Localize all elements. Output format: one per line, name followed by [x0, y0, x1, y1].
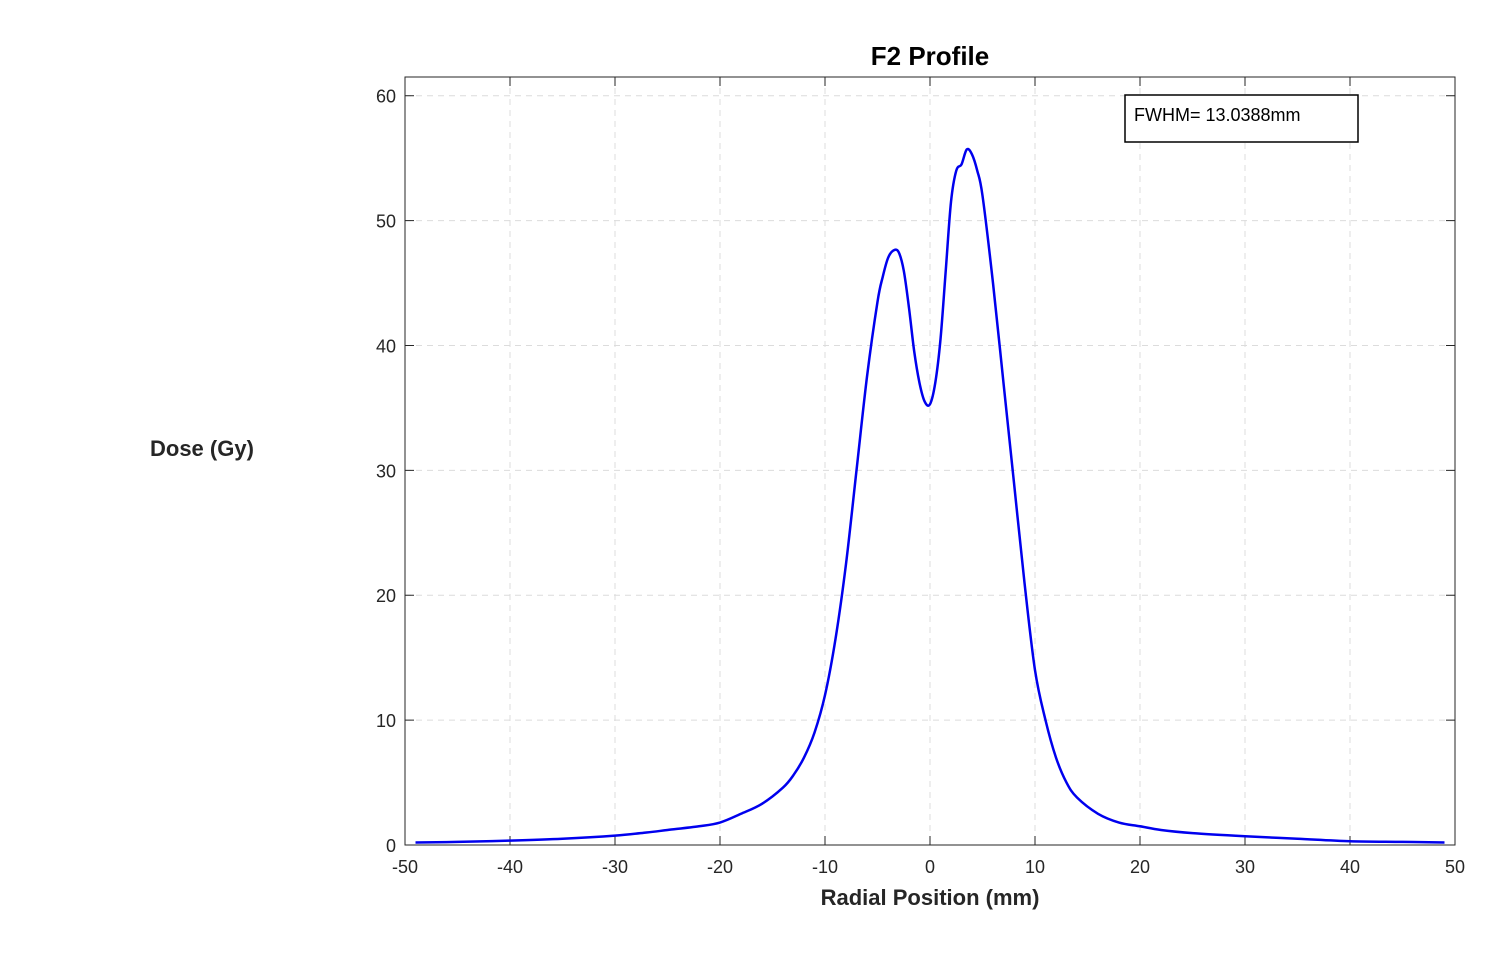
y-axis-label: Dose (Gy): [150, 436, 254, 461]
fwhm-annotation: FWHM= 13.0388mm: [1124, 94, 1359, 143]
axis-ticks: [404, 77, 1456, 846]
x-axis-label: Radial Position (mm): [821, 885, 1040, 910]
x-tick-label: -20: [707, 857, 733, 877]
x-tick-label: -50: [392, 857, 418, 877]
y-tick-label: 20: [376, 586, 396, 606]
series-line: [415, 147, 1445, 844]
y-axis-tick-labels: 0 10 20 30 40 50 60: [376, 87, 396, 856]
x-tick-label: 0: [925, 857, 935, 877]
x-tick-label: 30: [1235, 857, 1255, 877]
y-tick-label: 30: [376, 461, 396, 481]
y-tick-label: 10: [376, 711, 396, 731]
chart-title: F2 Profile: [871, 41, 989, 71]
y-tick-label: 40: [376, 336, 396, 356]
x-tick-label: 40: [1340, 857, 1360, 877]
x-tick-label: 20: [1130, 857, 1150, 877]
x-tick-label: -30: [602, 857, 628, 877]
x-tick-label: 10: [1025, 857, 1045, 877]
y-tick-label: 60: [376, 87, 396, 107]
fwhm-annotation-box: [1124, 94, 1359, 143]
x-tick-label: -40: [497, 857, 523, 877]
x-tick-label: -10: [812, 857, 838, 877]
y-tick-label: 50: [376, 212, 396, 232]
x-tick-label: 50: [1445, 857, 1465, 877]
x-axis-tick-labels: -50 -40 -30 -20 -10 0 10 20 30 40 50: [392, 857, 1465, 877]
y-tick-label: 0: [386, 836, 396, 856]
fwhm-annotation-text: FWHM= 13.0388mm: [1134, 105, 1301, 125]
